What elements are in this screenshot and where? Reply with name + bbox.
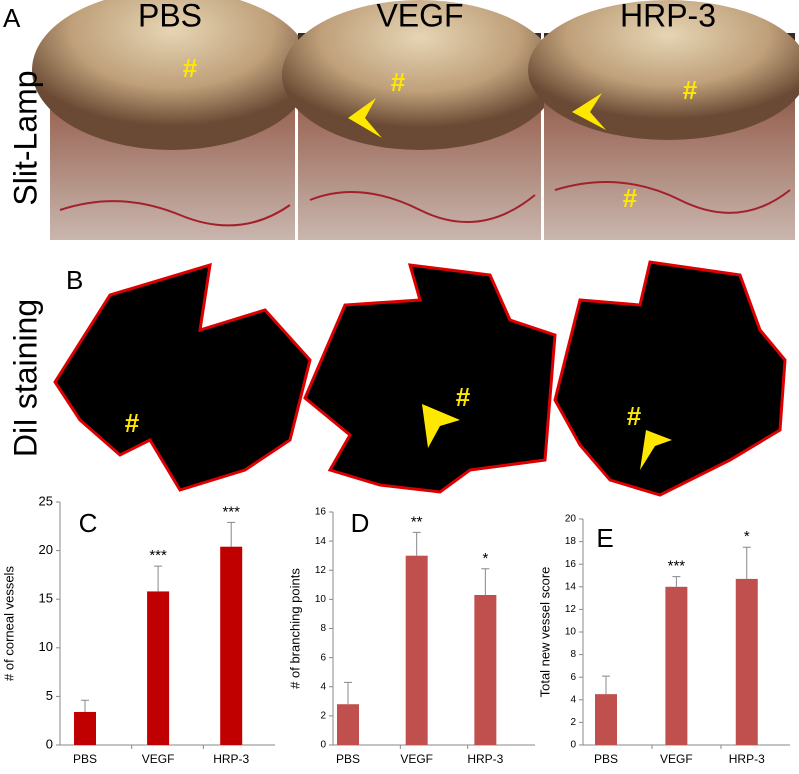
x-tick-label: PBS xyxy=(73,752,97,766)
column-header: PBS xyxy=(138,0,202,33)
x-tick-label: PBS xyxy=(336,752,360,766)
y-tick-label: 10 xyxy=(315,594,327,605)
y-tick-label: 20 xyxy=(39,542,53,557)
significance: * xyxy=(482,550,488,567)
x-tick-label: HRP-3 xyxy=(467,752,503,766)
y-tick-label: 2 xyxy=(320,711,326,722)
y-tick-label: 16 xyxy=(315,507,327,518)
image-mark: # xyxy=(456,382,471,412)
error-bar xyxy=(602,675,610,695)
y-tick-label: 18 xyxy=(565,536,577,547)
y-tick-label: 6 xyxy=(570,672,576,683)
image-mark: # xyxy=(627,401,642,431)
y-tick-label: 4 xyxy=(320,681,326,692)
bar xyxy=(595,694,617,745)
error-bar xyxy=(742,546,751,579)
y-tick-label: 16 xyxy=(565,559,577,570)
bar xyxy=(74,711,96,745)
bar xyxy=(220,546,243,745)
panel-label: B xyxy=(66,265,83,295)
bar xyxy=(337,704,359,745)
error-bar xyxy=(154,565,163,592)
y-tick-label: 12 xyxy=(565,604,577,615)
image-mark: # xyxy=(183,53,198,83)
y-tick-label: 5 xyxy=(46,688,53,703)
y-tick-label: 8 xyxy=(320,623,326,634)
x-tick-label: HRP-3 xyxy=(213,752,249,766)
y-tick-label: 6 xyxy=(320,652,326,663)
y-tick-label: 0 xyxy=(320,740,326,751)
y-tick-label: 8 xyxy=(570,649,576,660)
error-bar xyxy=(227,521,236,547)
y-tick-label: 12 xyxy=(315,565,327,576)
y-tick-label: 4 xyxy=(570,694,576,705)
error-bar xyxy=(481,568,490,596)
bar xyxy=(735,578,758,745)
y-tick-label: 10 xyxy=(39,639,53,654)
bar xyxy=(474,595,497,745)
x-tick-label: VEGF xyxy=(142,752,175,766)
y-tick-label: 10 xyxy=(565,627,577,638)
significance: *** xyxy=(668,558,686,575)
flatmounts xyxy=(53,260,787,497)
significance: *** xyxy=(222,503,240,520)
y-tick-label: 14 xyxy=(565,581,577,592)
y-tick-label: 0 xyxy=(570,740,576,751)
column-header: VEGF xyxy=(376,0,463,33)
significance: ** xyxy=(411,513,423,530)
error-bar xyxy=(81,699,89,712)
y-axis-label: # of corneal vessels xyxy=(1,566,16,681)
error-bar xyxy=(672,576,681,587)
x-tick-label: VEGF xyxy=(400,752,433,766)
row-label: Slit-Lamp xyxy=(7,70,43,205)
error-bar xyxy=(344,681,352,705)
image-mark: # xyxy=(391,67,406,97)
x-tick-label: HRP-3 xyxy=(729,752,765,766)
panel-label: A xyxy=(3,3,21,33)
y-tick-label: 15 xyxy=(39,591,53,606)
panel-label: C xyxy=(79,508,98,538)
y-tick-label: 25 xyxy=(39,493,53,508)
error-bar xyxy=(412,531,421,556)
y-axis-label: # of branching points xyxy=(287,568,302,689)
bar xyxy=(665,586,688,745)
y-tick-label: 14 xyxy=(315,536,327,547)
y-axis-label: Total new vessel score xyxy=(537,567,552,698)
panel-label: D xyxy=(351,508,370,538)
slit-lamp-photos xyxy=(32,0,799,240)
y-tick-label: 0 xyxy=(46,736,53,751)
x-tick-label: PBS xyxy=(594,752,618,766)
y-tick-label: 2 xyxy=(570,717,576,728)
y-tick-label: 20 xyxy=(565,514,577,525)
arrowheads xyxy=(348,93,672,470)
x-tick-label: VEGF xyxy=(660,752,693,766)
image-mark: # xyxy=(125,408,140,438)
bar xyxy=(405,555,428,745)
significance: *** xyxy=(149,547,167,564)
image-mark: # xyxy=(683,75,698,105)
image-mark: # xyxy=(623,183,638,213)
panel-label: E xyxy=(596,523,613,553)
bar xyxy=(147,591,170,745)
column-header: HRP-3 xyxy=(620,0,716,33)
significance: * xyxy=(744,528,750,545)
row-label: DiI staining xyxy=(7,299,43,457)
